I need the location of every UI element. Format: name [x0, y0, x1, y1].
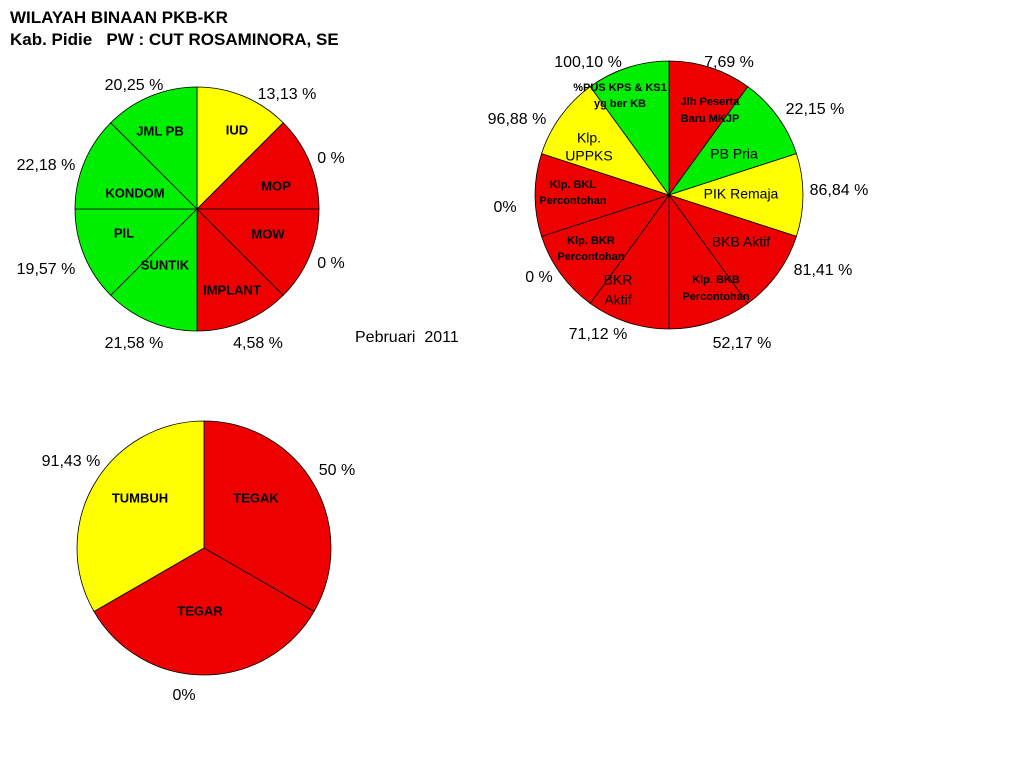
slice-label: IMPLANT	[203, 282, 261, 297]
pie-chart-3: TEGAK 50 % TEGAR 0% TUMBUH 91,43 %	[42, 420, 355, 704]
slice-label: yg ber KB	[594, 98, 646, 110]
slice-percent-label: 20,25 %	[105, 77, 164, 94]
slice-label: PIK Remaja	[704, 186, 779, 202]
pie-slice	[93, 547, 315, 676]
slice-percent-label: 50 %	[319, 462, 355, 479]
pie-slice	[589, 193, 670, 330]
slice-label: Percontohan	[539, 195, 607, 207]
pie-slice	[668, 193, 749, 330]
pie-slice	[110, 86, 198, 210]
pie-slice	[110, 208, 198, 332]
slice-percent-label: 96,88 %	[488, 111, 547, 128]
slice-label: TEGAK	[233, 490, 279, 505]
slice-percent-label: 0%	[172, 687, 195, 704]
slice-label: BKR	[604, 272, 633, 288]
slice-label: Klp.	[577, 130, 601, 146]
pie-slice	[541, 194, 671, 304]
slice-percent-label: 19,57 %	[17, 261, 76, 278]
slice-label: Aktif	[604, 292, 631, 308]
slice-label: IUD	[226, 122, 248, 137]
pie-slice	[203, 420, 332, 613]
slice-label: Klp. BKR	[567, 235, 615, 247]
pie-slice	[196, 122, 320, 210]
pie-slice	[196, 208, 284, 332]
slice-label: TEGAR	[177, 603, 223, 618]
pie-slice	[534, 153, 671, 237]
pie-slice	[589, 60, 670, 197]
slice-percent-label: 71,12 %	[569, 326, 628, 343]
slice-label: %PUS KPS & KS1	[573, 82, 667, 94]
slice-percent-label: 0%	[493, 199, 516, 216]
slice-percent-label: 100,10 %	[554, 54, 622, 71]
slice-percent-label: 7,69 %	[704, 54, 754, 71]
report-title: WILAYAH BINAAN PKB-KR	[10, 8, 228, 27]
slice-label: Baru MKJP	[681, 113, 740, 125]
slice-percent-label: 22,18 %	[17, 157, 76, 174]
slice-label: JML PB	[136, 123, 183, 138]
slice-label: SUNTIK	[141, 257, 190, 272]
slice-percent-label: 0 %	[317, 150, 345, 167]
pie-chart-1: IUD 13,13 % MOP 0 % MOW 0 % IMPLANT 4,58 % SUNTI…	[17, 77, 345, 352]
slice-percent-label: 81,41 %	[794, 262, 853, 279]
slice-label: PB Pria	[710, 146, 758, 162]
slice-percent-label: 52,17 %	[713, 335, 772, 352]
pie-slice	[541, 86, 671, 196]
slice-label: Percontohan	[557, 251, 625, 263]
slice-label: Klp. BKB	[692, 274, 740, 286]
slice-percent-label: 22,15 %	[786, 101, 845, 118]
slice-percent-label: 4,58 %	[233, 335, 283, 352]
slice-percent-label: 0 %	[525, 269, 553, 286]
slice-label: MOW	[251, 226, 285, 241]
slice-label: Percontohan	[682, 291, 750, 303]
pie-slice	[667, 86, 797, 196]
pie-slice	[196, 208, 320, 296]
slice-label: PIL	[114, 225, 134, 240]
report-period: Pebruari 2011	[355, 329, 459, 346]
slice-label: UPPKS	[565, 148, 612, 164]
slice-percent-label: 21,58 %	[105, 335, 164, 352]
slice-label: KONDOM	[105, 185, 164, 200]
slice-label: Jlh Peserta	[681, 96, 741, 108]
slice-percent-label: 13,13 %	[258, 86, 317, 103]
slice-label: Klp. BKL	[550, 179, 597, 191]
pie-slice	[668, 60, 749, 197]
report-subtitle: Kab. Pidie PW : CUT ROSAMINORA, SE	[10, 30, 339, 49]
slice-label: TUMBUH	[112, 490, 168, 505]
slice-label: BKB Aktif	[712, 234, 770, 250]
slice-percent-label: 0 %	[317, 255, 345, 272]
pie-slice	[76, 420, 205, 613]
pie-slice	[196, 86, 284, 210]
pie-chart-2: Jlh Peserta Baru MKJP 7,69 % PB Pria 22,15 %…	[488, 54, 869, 352]
pie-slice	[74, 208, 198, 296]
slice-percent-label: 86,84 %	[810, 182, 869, 199]
pie-slice	[667, 153, 804, 237]
pie-slice	[667, 194, 797, 304]
pie-slice	[74, 122, 198, 210]
slice-percent-label: 91,43 %	[42, 453, 101, 470]
slice-label: MOP	[261, 178, 291, 193]
